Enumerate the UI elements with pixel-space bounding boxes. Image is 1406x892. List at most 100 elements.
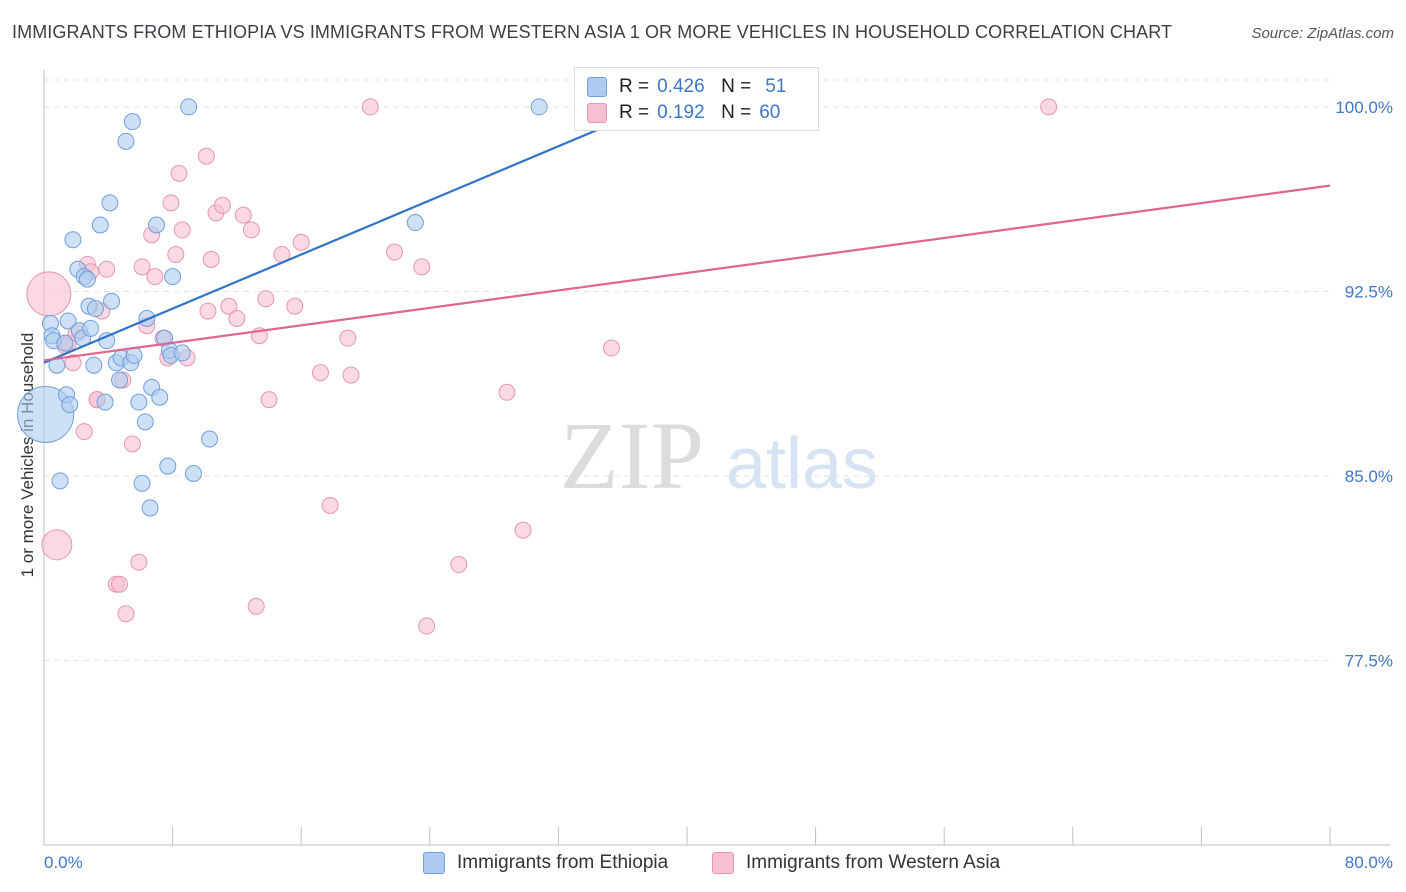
western-asia-point (234, 206, 252, 224)
ethiopia-point (133, 474, 151, 492)
tick-labels: 77.5% 85.0% 92.5% 100.0% 0.0% 80.0% (44, 98, 1393, 872)
source-credit: Source: ZipAtlas.com (1251, 25, 1394, 42)
ethiopia-point (141, 499, 159, 517)
western-asia-point (418, 617, 436, 635)
legend-r-value-western-asia: 0.192 (657, 102, 705, 123)
western-asia-point (133, 258, 151, 276)
watermark: ZIP atlas (560, 402, 878, 509)
trend-lines (43, 91, 1331, 364)
western-asia-point (339, 329, 357, 347)
western-asia-point (286, 297, 304, 315)
x-tick-label-max: 80.0% (1345, 853, 1393, 872)
western-asia-point (123, 435, 141, 453)
western-asia-point (117, 605, 135, 623)
western-asia-point (146, 268, 164, 286)
watermark-atlas: atlas (726, 424, 878, 504)
legend-r-value-ethiopia: 0.426 (657, 76, 705, 97)
western-asia-point (75, 423, 93, 441)
ethiopia-point (61, 396, 79, 414)
ethiopia-point (148, 216, 166, 234)
western-asia-point (98, 260, 116, 278)
western-asia-point (257, 290, 275, 308)
ethiopia-point (111, 371, 129, 389)
western-asia-point (260, 391, 278, 409)
western-asia-point (498, 383, 516, 401)
western-asia-point (167, 246, 185, 264)
ethiopia-point (130, 393, 148, 411)
western-asia-points (26, 98, 1058, 635)
ethiopia-point (406, 214, 424, 232)
western-asia-point (199, 302, 217, 320)
western-asia-point (26, 271, 72, 317)
ethiopia-point (201, 430, 219, 448)
bottom-legend-swatch-western-asia (712, 852, 734, 874)
western-asia-point (413, 258, 431, 276)
ethiopia-point (82, 319, 100, 337)
western-asia-point (111, 575, 129, 593)
legend-n-label: N = (721, 102, 752, 123)
ethiopia-points (17, 98, 548, 517)
bottom-legend-ethiopia: Immigrants from Ethiopia (423, 852, 668, 874)
ethiopia-point (86, 300, 104, 318)
y-tick-label: 92.5% (1345, 282, 1393, 301)
ethiopia-point (101, 194, 119, 212)
ethiopia-point (59, 312, 77, 330)
ethiopia-point (64, 231, 82, 249)
ethiopia-point (103, 292, 121, 310)
axes (43, 70, 1390, 846)
bottom-legend-label-ethiopia: Immigrants from Ethiopia (457, 852, 669, 873)
ethiopia-point (117, 132, 135, 150)
bottom-legend-western-asia: Immigrants from Western Asia (712, 852, 1000, 874)
ethiopia-point (56, 334, 74, 352)
ethiopia-point (159, 457, 177, 475)
western-asia-point (385, 243, 403, 261)
western-asia-point (130, 553, 148, 571)
legend-row-western-asia: R = 0.192 N = 60 (587, 101, 780, 125)
western-asia-point (170, 164, 188, 182)
western-asia-point (213, 196, 231, 214)
western-asia-point (162, 194, 180, 212)
ethiopia-point (17, 385, 75, 443)
ethiopia-point (173, 344, 191, 362)
legend-n-label: N = (721, 76, 752, 97)
western-asia-point (41, 529, 73, 561)
western-asia-point (197, 147, 215, 165)
western-asia-point (247, 597, 265, 615)
legend-swatch-western-asia (587, 103, 607, 123)
western-asia-point (321, 496, 339, 514)
ethiopia-point (180, 98, 198, 116)
western-asia-point (292, 233, 310, 251)
ethiopia-point (123, 113, 141, 131)
ethiopia-point (91, 216, 109, 234)
ethiopia-point (78, 270, 96, 288)
western-asia-point (342, 366, 360, 384)
x-tick-label-min: 0.0% (44, 853, 83, 872)
western-asia-point (242, 221, 260, 239)
ethiopia-point (164, 268, 182, 286)
western-asia-point (514, 521, 532, 539)
western-asia-point (202, 250, 220, 268)
chart-title: IMMIGRANTS FROM ETHIOPIA VS IMMIGRANTS F… (12, 22, 1173, 42)
western-asia-point (602, 339, 620, 357)
ethiopia-trend-line (43, 91, 688, 364)
western-asia-point (311, 364, 329, 382)
legend-r-label: R = (619, 76, 650, 97)
ethiopia-point (530, 98, 548, 116)
ethiopia-point (151, 388, 169, 406)
western-asia-trend-line (43, 184, 1331, 362)
ethiopia-point (96, 393, 114, 411)
western-asia-point (450, 556, 468, 574)
legend-row-ethiopia: R = 0.426 N = 51 (587, 75, 786, 99)
legend-n-value-ethiopia: 51 (765, 76, 787, 97)
western-asia-point (220, 297, 238, 315)
bottom-legend-label-western-asia: Immigrants from Western Asia (746, 852, 1001, 873)
gridlines (44, 79, 1330, 661)
bottom-legend-swatch-ethiopia (423, 852, 445, 874)
ethiopia-point (184, 464, 202, 482)
western-asia-point (228, 309, 246, 327)
ethiopia-point (136, 413, 154, 431)
watermark-zip: ZIP (560, 402, 704, 509)
ethiopia-point (85, 356, 103, 374)
legend-r-label: R = (619, 102, 650, 123)
